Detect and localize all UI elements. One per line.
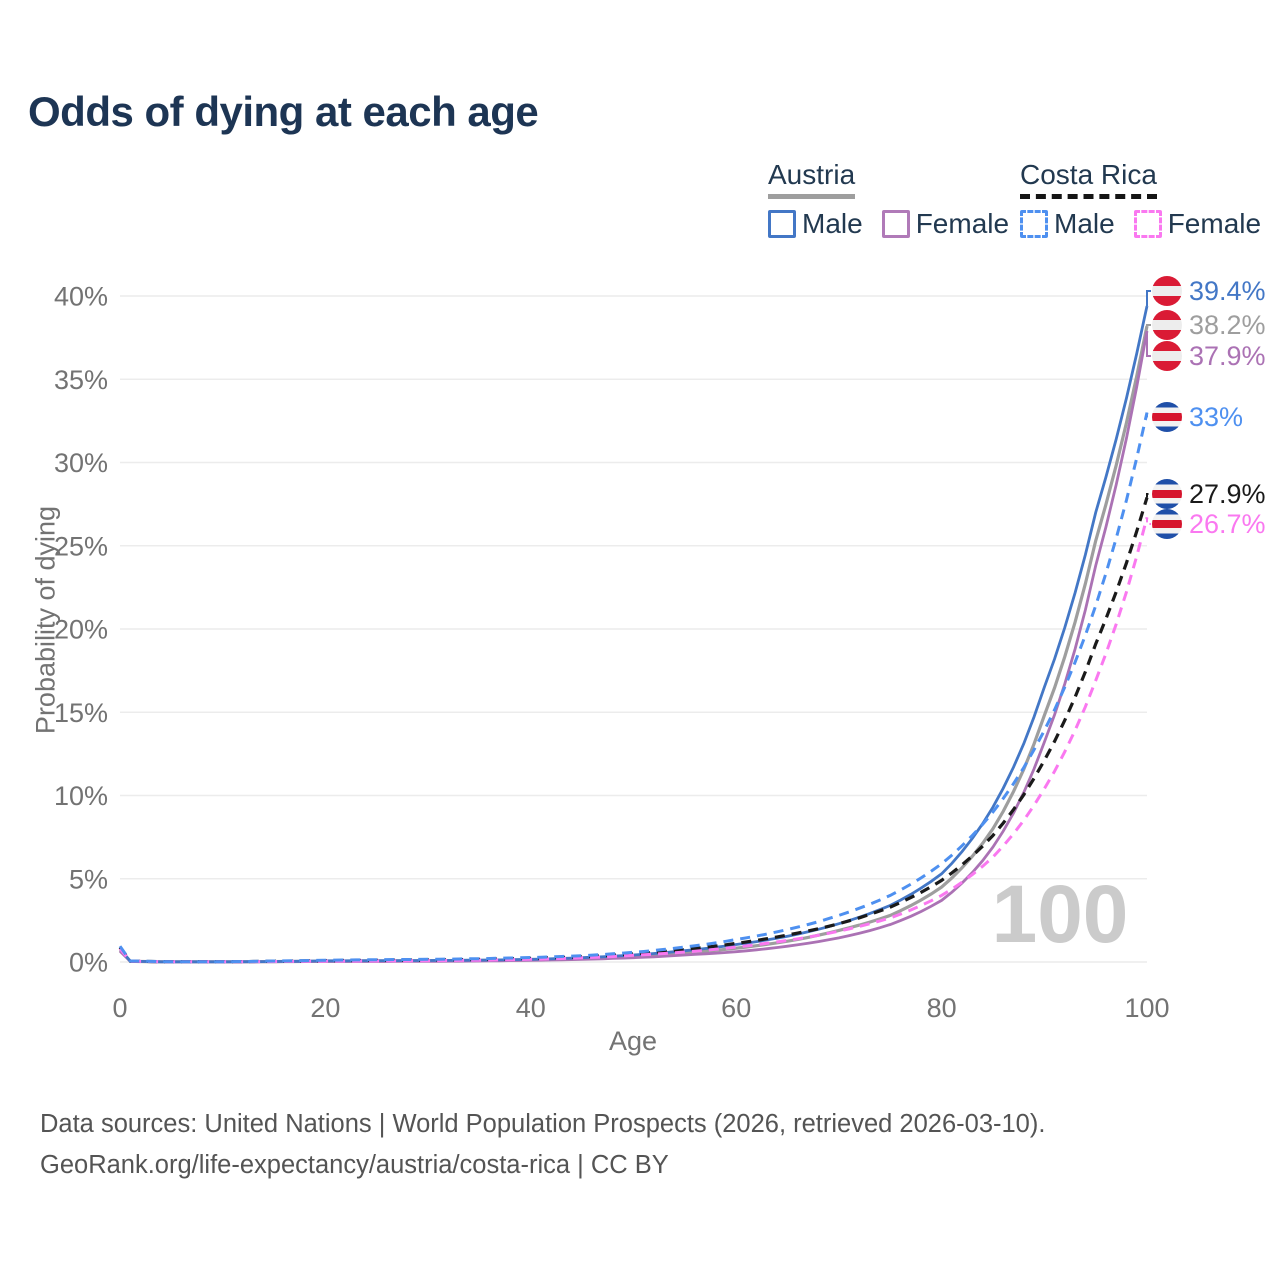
legend-item-label: Male xyxy=(802,207,863,239)
austria-flag-icon xyxy=(1152,276,1182,306)
x-tick-label: 0 xyxy=(112,993,127,1023)
austria-female-checkbox-icon[interactable] xyxy=(881,209,910,238)
age-watermark: 100 xyxy=(991,869,1129,960)
y-tick-label: 10% xyxy=(54,781,108,811)
leader-line xyxy=(1146,290,1151,306)
legend-group-costa-rica: Costa Rica Male Female xyxy=(1020,159,1261,240)
series-line-costa-rica-female xyxy=(118,517,1149,964)
y-tick-label: 30% xyxy=(54,448,108,478)
leader-line xyxy=(1146,517,1151,525)
series-line-costa-rica-both-sexes xyxy=(118,497,1149,964)
legend-items-austria: Male Female xyxy=(768,208,1009,240)
x-tick-label: 60 xyxy=(721,993,751,1023)
end-label-value: 37.9% xyxy=(1189,340,1266,371)
y-axis-title: Probability of dying xyxy=(30,505,61,735)
y-tick-label: 35% xyxy=(54,365,108,395)
x-tick-label: 100 xyxy=(1124,993,1169,1023)
series-line-costa-rica-male xyxy=(118,412,1149,964)
costa-rica-flag-icon xyxy=(1152,479,1182,509)
austria-male-checkbox-icon[interactable] xyxy=(768,209,796,238)
legend-items-costa-rica: Male Female xyxy=(1020,208,1261,240)
costa-rica-flag-icon xyxy=(1152,402,1182,432)
austria-flag-icon xyxy=(1152,341,1182,371)
x-axis-title: Age xyxy=(608,1026,658,1056)
end-label-value: 33% xyxy=(1189,401,1244,432)
x-tick-label: 20 xyxy=(310,993,340,1023)
end-label-value: 39.4% xyxy=(1189,275,1266,306)
costa-rica-female-checkbox-icon[interactable] xyxy=(1133,209,1162,238)
end-label-costa-rica-both: 27.9% xyxy=(1152,479,1266,509)
x-tick-label: 80 xyxy=(927,993,957,1023)
end-label-austria-male: 39.4% xyxy=(1152,276,1266,306)
series-line-austria-male xyxy=(118,305,1149,964)
costa-rica-male-checkbox-icon[interactable] xyxy=(1020,209,1048,238)
end-label-austria-both: 38.2% xyxy=(1152,310,1266,340)
end-label-costa-rica-male: 33% xyxy=(1152,402,1243,432)
leader-line xyxy=(1146,493,1151,498)
footer-line-2: GeoRank.org/life-expectancy/austria/cost… xyxy=(40,1151,669,1179)
series-line-austria-both-sexes xyxy=(118,325,1149,964)
x-tick-label: 40 xyxy=(516,993,546,1023)
page-title: Odds of dying at each age xyxy=(28,88,539,135)
series-line-austria-female xyxy=(119,330,1149,964)
austria-flag-icon xyxy=(1152,310,1182,340)
legend-item-label: Male xyxy=(1054,207,1115,239)
y-tick-label: 15% xyxy=(54,698,108,728)
legend-item-austria-female[interactable]: Female xyxy=(881,207,1010,240)
leader-line xyxy=(1146,412,1151,418)
y-tick-label: 0% xyxy=(69,948,108,978)
end-label-value: 27.9% xyxy=(1189,478,1266,509)
legend-item-austria-male[interactable]: Male xyxy=(768,208,863,240)
legend-header-costa-rica[interactable]: Costa Rica xyxy=(1020,159,1157,199)
end-label-austria-female: 37.9% xyxy=(1152,341,1266,371)
footer-line-1: Data sources: United Nations | World Pop… xyxy=(40,1110,1046,1138)
y-tick-label: 40% xyxy=(54,282,108,312)
end-label-value: 38.2% xyxy=(1189,309,1266,340)
legend-item-label: Female xyxy=(1167,207,1262,239)
legend-item-label: Female xyxy=(915,207,1010,239)
end-label-value: 26.7% xyxy=(1189,508,1266,539)
y-tick-label: 5% xyxy=(69,864,108,894)
y-tick-label: 25% xyxy=(54,531,108,561)
costa-rica-flag-icon xyxy=(1152,509,1182,539)
leader-line xyxy=(1146,324,1151,326)
legend-item-costa-rica-female[interactable]: Female xyxy=(1133,207,1262,240)
end-label-costa-rica-female: 26.7% xyxy=(1152,509,1266,539)
leader-line xyxy=(1146,331,1151,357)
y-tick-label: 20% xyxy=(54,615,108,645)
legend-item-costa-rica-male[interactable]: Male xyxy=(1020,208,1115,240)
legend-group-austria: Austria Male Female xyxy=(768,159,1009,240)
data-sources-footer: Data sources: United Nations | World Pop… xyxy=(40,1104,1045,1186)
legend-header-austria[interactable]: Austria xyxy=(768,159,856,199)
